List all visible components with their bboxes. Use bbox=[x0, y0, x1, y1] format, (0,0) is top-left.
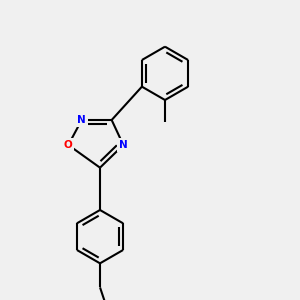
Text: N: N bbox=[119, 140, 128, 150]
Text: O: O bbox=[64, 140, 73, 150]
Text: N: N bbox=[77, 115, 86, 125]
